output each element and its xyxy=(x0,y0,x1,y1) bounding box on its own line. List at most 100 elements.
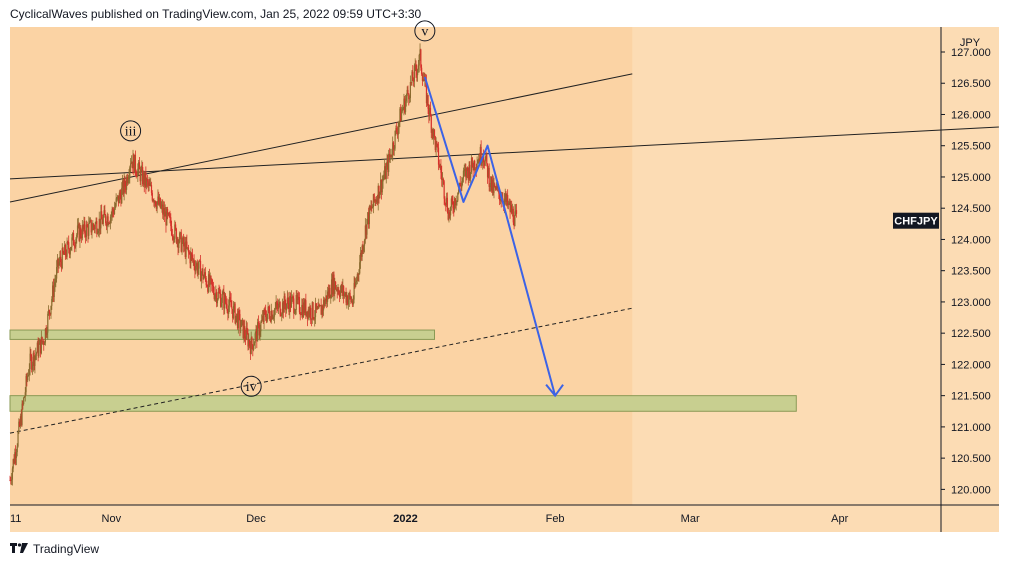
candle-body-57 xyxy=(55,278,57,282)
support-zone-1[interactable] xyxy=(9,329,435,340)
candle-body-486 xyxy=(400,108,402,122)
candle-body-488 xyxy=(401,109,403,112)
candle-body-440 xyxy=(363,245,365,252)
candle-body-454 xyxy=(374,200,376,202)
candle-body-313 xyxy=(261,319,263,323)
candle-body-323 xyxy=(269,310,271,319)
candle-body-206 xyxy=(175,224,177,229)
candle-body-256 xyxy=(215,292,217,295)
candle-body-163 xyxy=(140,169,142,182)
candle-body-317 xyxy=(264,309,266,311)
candle-body-41 xyxy=(42,341,44,343)
time-axis-panel[interactable] xyxy=(10,505,999,532)
candle-body-476 xyxy=(392,142,394,156)
x-tick-Mar: Mar xyxy=(681,513,700,525)
candle-body-187 xyxy=(159,197,161,208)
candle-body-519 xyxy=(426,95,428,104)
candle-body-43 xyxy=(43,342,46,345)
candle-body-498 xyxy=(409,82,411,99)
y-tick-121.500: 121.500 xyxy=(951,391,991,403)
trendline-2[interactable] xyxy=(9,126,999,180)
symbol-badge-label: CHFJPY xyxy=(894,216,938,228)
candle-body-540 xyxy=(443,181,445,199)
candle-body-592 xyxy=(485,154,487,160)
candle-body-543 xyxy=(445,197,448,206)
candle-body-432 xyxy=(356,274,358,281)
candle-body-521 xyxy=(428,108,430,116)
candle-body-261 xyxy=(219,292,221,294)
candle-body-579 xyxy=(474,168,477,170)
candle-body-72 xyxy=(67,241,69,243)
candle-body-48 xyxy=(47,310,50,314)
candle-body-577 xyxy=(473,160,475,171)
candle-body-302 xyxy=(252,344,254,351)
candle-body-297 xyxy=(248,340,250,347)
candle-body-139 xyxy=(121,187,123,204)
candle-body-447 xyxy=(368,205,370,225)
candle-body-215 xyxy=(182,236,184,243)
candle-body-628 xyxy=(514,211,516,227)
candle-body-395 xyxy=(326,291,329,302)
projection-zone xyxy=(10,27,633,505)
candle-body-63 xyxy=(60,256,62,262)
candle-body-315 xyxy=(262,315,264,322)
candle-body-176 xyxy=(150,185,153,193)
candle-body-360 xyxy=(298,297,301,313)
candle-body-427 xyxy=(352,299,354,305)
y-tick-125.000: 125.000 xyxy=(951,172,991,184)
candle-body-502 xyxy=(412,80,415,82)
symbol-badge[interactable] xyxy=(893,212,939,229)
candle-body-380 xyxy=(314,303,317,318)
candle-body-306 xyxy=(255,329,257,334)
candle-body-47 xyxy=(47,313,49,333)
candle-body-127 xyxy=(111,209,113,216)
candle-body-426 xyxy=(351,300,354,305)
candle-body-403 xyxy=(333,274,335,294)
candle-body-32 xyxy=(35,354,37,356)
candle-body-36 xyxy=(38,344,40,357)
candle-body-318 xyxy=(265,310,267,318)
candle-body-235 xyxy=(198,260,200,269)
candle-body-42 xyxy=(43,341,45,345)
candle-body-322 xyxy=(268,306,270,311)
candle-body-551 xyxy=(452,201,454,209)
candle-body-200 xyxy=(170,217,172,227)
candle-body-295 xyxy=(246,327,248,334)
support-zone-2[interactable] xyxy=(9,395,797,412)
candle-body-96 xyxy=(86,224,88,227)
candle-body-626 xyxy=(512,208,514,223)
candle-body-410 xyxy=(339,294,341,298)
candle-body-487 xyxy=(400,111,403,122)
candle-body-583 xyxy=(478,158,480,163)
candle-body-23 xyxy=(27,374,30,376)
candle-body-108 xyxy=(96,221,98,234)
y-tick-120.000: 120.000 xyxy=(951,484,991,496)
candle-body-542 xyxy=(445,202,447,206)
candle-body-286 xyxy=(239,314,241,329)
candle-body-376 xyxy=(311,302,313,320)
candle-body-285 xyxy=(238,311,240,315)
candle-body-156 xyxy=(134,154,137,172)
candle-body-55 xyxy=(53,285,55,298)
candle-body-411 xyxy=(339,290,342,298)
trendline-3[interactable] xyxy=(9,307,633,434)
price-axis-panel[interactable] xyxy=(941,27,999,505)
candle-body-164 xyxy=(141,167,143,170)
candle-body-419 xyxy=(346,296,348,303)
candle-body-234 xyxy=(197,268,199,274)
candle-body-28 xyxy=(31,364,34,370)
candle-body-267 xyxy=(224,294,226,309)
candle-body-460 xyxy=(379,192,381,199)
candle-body-97 xyxy=(87,226,89,236)
candle-body-87 xyxy=(79,227,81,241)
candle-body-30 xyxy=(33,352,35,366)
candle-body-474 xyxy=(390,154,392,157)
candle-body-119 xyxy=(105,214,107,224)
projection-arrow[interactable] xyxy=(423,76,557,396)
candle-body-415 xyxy=(343,286,345,297)
trendline-1[interactable] xyxy=(9,73,633,203)
candle-body-88 xyxy=(80,227,82,237)
candle-body-203 xyxy=(172,235,174,240)
